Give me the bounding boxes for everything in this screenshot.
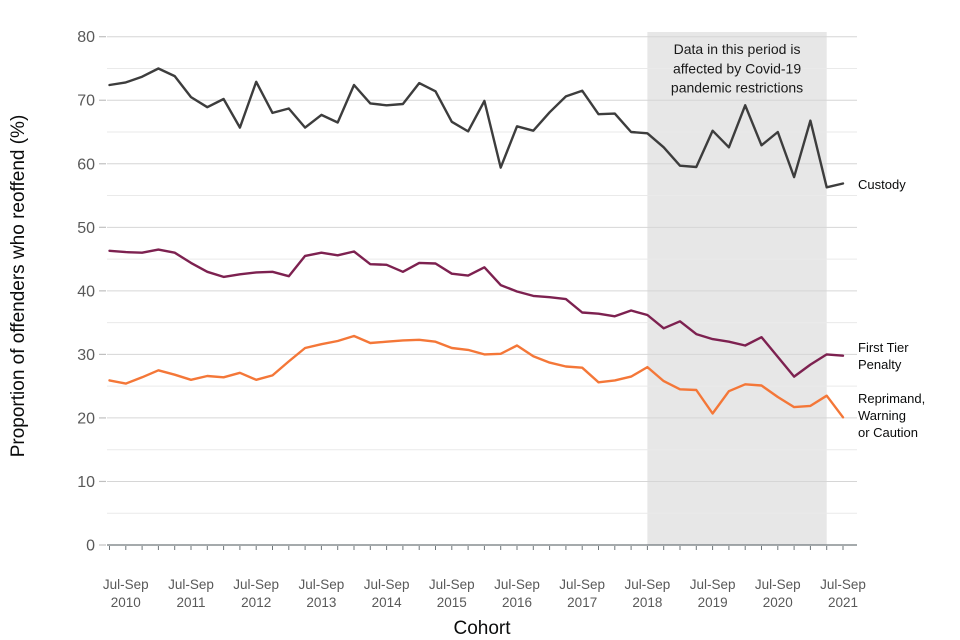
x-tick-label-year: 2015 [437,595,467,610]
x-tick-label-quarter: Jul-Sep [429,577,475,592]
y-tick-label: 50 [77,220,95,237]
first-tier-penalty-label: Penalty [858,357,902,372]
x-tick-label-year: 2011 [176,595,205,610]
x-tick-label-year: 2016 [502,595,532,610]
reprimand-warning-caution-label: or Caution [858,425,918,440]
x-tick-label-quarter: Jul-Sep [690,577,736,592]
x-tick-label-year: 2020 [763,595,793,610]
y-tick-label: 30 [77,347,95,364]
y-tick-label: 10 [77,474,95,491]
x-tick-label-year: 2019 [698,595,728,610]
y-tick-label: 20 [77,410,95,427]
x-tick-label-year: 2021 [828,595,858,610]
x-tick-label-year: 2013 [306,595,336,610]
x-tick-label-year: 2012 [241,595,271,610]
x-axis-title: Cohort [453,618,511,639]
custody-label: Custody [858,177,906,192]
x-tick-label-quarter: Jul-Sep [820,577,866,592]
y-tick-label: 60 [77,156,95,173]
custody-line [108,67,845,189]
x-tick-label-year: 2017 [567,595,597,610]
y-tick-label: 0 [86,538,95,555]
reprimand-warning-caution-label: Warning [858,408,906,423]
x-tick-label-quarter: Jul-Sep [755,577,801,592]
reprimand-warning-caution-label: Reprimand, [858,391,925,406]
covid-annotation-line: affected by Covid-19 [673,60,801,76]
x-tick-label-quarter: Jul-Sep [364,577,410,592]
y-tick-label: 80 [77,29,95,46]
y-axis-title: Proportion of offenders who reoffend (%) [8,115,29,458]
reprimand-warning-caution-line [108,334,845,419]
x-tick-label-quarter: Jul-Sep [103,577,149,592]
x-tick-label-quarter: Jul-Sep [299,577,345,592]
x-tick-label-quarter: Jul-Sep [625,577,671,592]
x-tick-label-year: 2018 [632,595,662,610]
x-tick-label-quarter: Jul-Sep [559,577,605,592]
x-tick-label-year: 2010 [111,595,141,610]
x-tick-label-quarter: Jul-Sep [494,577,540,592]
x-tick-label-year: 2014 [372,595,403,610]
covid-annotation-line: Data in this period is [674,41,801,57]
y-tick-label: 70 [77,93,95,110]
covid-shaded-region [647,32,827,545]
x-tick-label-quarter: Jul-Sep [233,577,279,592]
covid-annotation-line: pandemic restrictions [671,80,803,96]
first-tier-penalty-line [108,248,845,378]
y-tick-label: 40 [77,283,95,300]
x-tick-label-quarter: Jul-Sep [168,577,214,592]
first-tier-penalty-label: First Tier [858,340,909,355]
